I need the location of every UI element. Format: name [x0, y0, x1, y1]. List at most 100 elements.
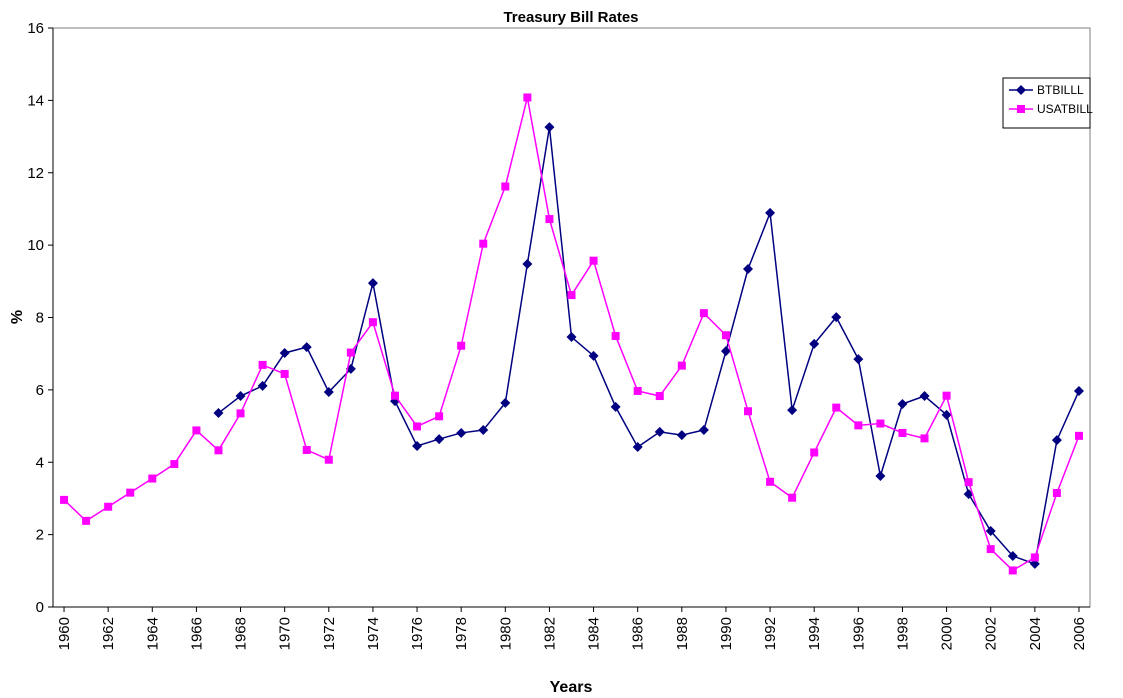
point: [986, 545, 995, 554]
point: [522, 258, 533, 269]
x-tick-label: 2004: [1027, 617, 1044, 650]
point: [831, 312, 842, 323]
point: [699, 309, 708, 318]
point: [920, 434, 929, 443]
point: [589, 256, 598, 265]
point: [457, 341, 466, 350]
point: [192, 426, 201, 435]
y-tick-label: 6: [36, 382, 44, 399]
point: [1074, 431, 1083, 440]
point: [1030, 553, 1039, 562]
point: [875, 471, 886, 482]
point: [611, 331, 620, 340]
point: [279, 347, 290, 358]
point: [258, 360, 267, 369]
x-tick-label: 1970: [277, 617, 294, 650]
y-axis-label: %: [9, 310, 26, 324]
point: [744, 407, 753, 416]
x-tick-label: 1976: [409, 617, 426, 650]
point: [853, 354, 864, 365]
point: [721, 331, 730, 340]
point: [434, 434, 445, 445]
point: [854, 421, 863, 430]
series-line: [218, 127, 1080, 565]
point: [942, 391, 951, 400]
point: [412, 440, 423, 451]
point: [655, 392, 664, 401]
point: [566, 332, 577, 343]
x-tick-label: 1962: [100, 617, 117, 650]
point: [743, 264, 754, 275]
point: [610, 401, 621, 412]
x-tick-label: 1986: [630, 617, 647, 650]
point: [545, 215, 554, 224]
legend-label: USATBILL: [1037, 102, 1093, 116]
x-tick-label: 1988: [674, 617, 691, 650]
point: [588, 350, 599, 361]
x-tick-label: 1994: [806, 617, 823, 650]
point: [302, 445, 311, 454]
legend-marker: [1017, 105, 1025, 113]
x-axis-label: Years: [550, 679, 593, 696]
x-tick-label: 1998: [894, 617, 911, 650]
x-tick-label: 2002: [983, 617, 1000, 650]
point: [500, 397, 511, 408]
point: [280, 369, 289, 378]
point: [810, 448, 819, 457]
y-tick-label: 2: [36, 527, 44, 544]
point: [897, 398, 908, 409]
point: [698, 425, 709, 436]
point: [766, 477, 775, 486]
point: [323, 387, 334, 398]
x-tick-label: 2006: [1071, 617, 1088, 650]
point: [654, 426, 665, 437]
point: [1073, 385, 1084, 396]
point: [82, 516, 91, 525]
point: [567, 291, 576, 300]
point: [390, 391, 399, 400]
point: [367, 278, 378, 289]
point: [301, 342, 312, 353]
point: [787, 405, 798, 416]
point: [148, 474, 157, 483]
x-tick-label: 1972: [321, 617, 338, 650]
y-tick-label: 16: [27, 20, 44, 37]
point: [832, 403, 841, 412]
point: [1029, 558, 1040, 569]
point: [964, 478, 973, 487]
x-tick-label: 1966: [188, 617, 205, 650]
x-tick-label: 1974: [365, 617, 382, 650]
point: [633, 386, 642, 395]
point: [1007, 550, 1018, 561]
y-tick-label: 4: [36, 454, 44, 471]
chart-title: Treasury Bill Rates: [503, 9, 638, 26]
point: [544, 122, 555, 133]
legend-label: BTBILLL: [1037, 83, 1084, 97]
point: [985, 526, 996, 537]
point: [478, 425, 489, 436]
point: [236, 409, 245, 418]
x-tick-label: 1964: [144, 617, 161, 650]
x-tick-label: 1978: [453, 617, 470, 650]
point: [919, 391, 930, 402]
x-tick-label: 1984: [586, 617, 603, 650]
y-tick-label: 8: [36, 310, 44, 327]
point: [170, 460, 179, 469]
point: [104, 502, 113, 511]
point: [677, 361, 686, 370]
point: [368, 318, 377, 327]
x-tick-label: 1968: [233, 617, 250, 650]
point: [1051, 435, 1062, 446]
point: [435, 412, 444, 421]
point: [501, 182, 510, 191]
point: [413, 422, 422, 431]
point: [324, 455, 333, 464]
x-tick-label: 1980: [497, 617, 514, 650]
point: [788, 493, 797, 502]
point: [346, 348, 355, 357]
x-tick-label: 1990: [718, 617, 735, 650]
x-tick-label: 1992: [762, 617, 779, 650]
point: [1052, 489, 1061, 498]
